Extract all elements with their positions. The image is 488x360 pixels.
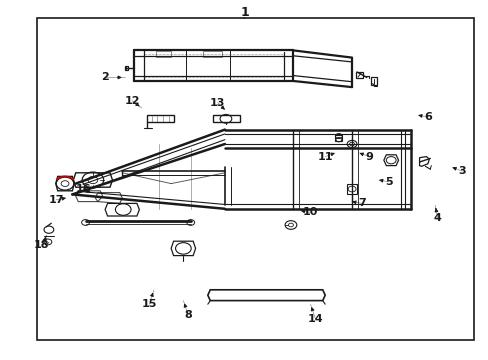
Text: 18: 18 (34, 240, 49, 250)
Text: 9: 9 (365, 152, 372, 162)
Text: 6: 6 (423, 112, 431, 122)
Circle shape (81, 220, 89, 225)
Text: 12: 12 (124, 96, 140, 106)
Text: 13: 13 (209, 98, 225, 108)
Text: 16: 16 (75, 184, 91, 194)
Text: 2: 2 (101, 72, 109, 82)
Text: 4: 4 (433, 213, 441, 223)
Text: 10: 10 (302, 207, 318, 217)
Text: 1: 1 (240, 6, 248, 19)
Text: 7: 7 (357, 198, 365, 208)
Text: 15: 15 (141, 299, 157, 309)
Text: 17: 17 (48, 195, 64, 205)
Text: 8: 8 (184, 310, 192, 320)
Circle shape (186, 220, 194, 225)
Text: 14: 14 (307, 314, 323, 324)
Text: 3: 3 (457, 166, 465, 176)
Bar (37, 18, 473, 340)
Text: 11: 11 (317, 152, 332, 162)
Text: 5: 5 (384, 177, 392, 187)
